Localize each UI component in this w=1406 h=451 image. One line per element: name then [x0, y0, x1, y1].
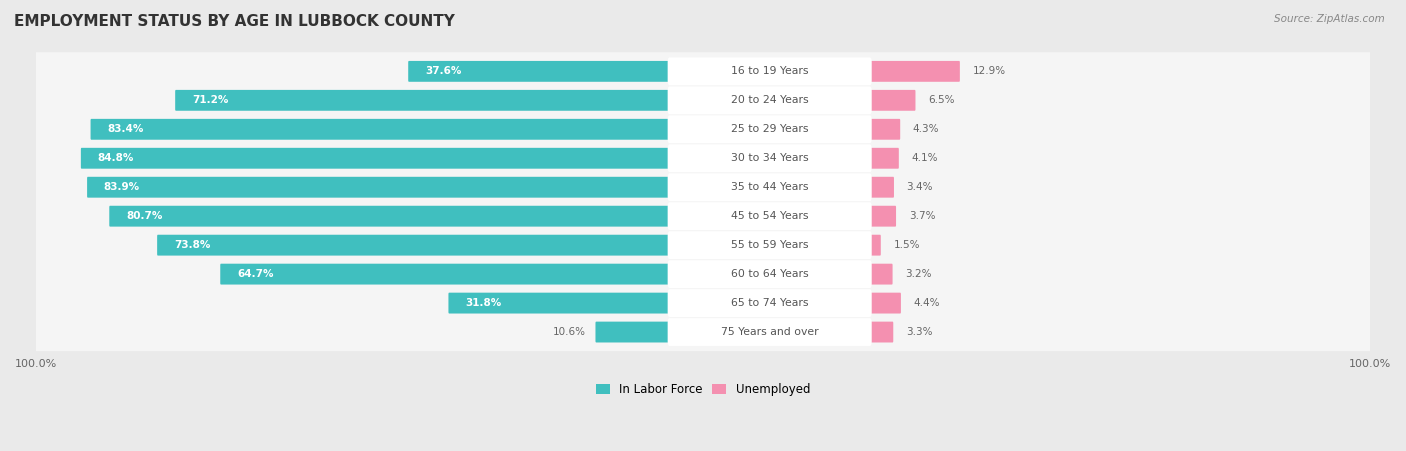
- FancyBboxPatch shape: [90, 119, 671, 140]
- FancyBboxPatch shape: [869, 322, 893, 342]
- FancyBboxPatch shape: [668, 115, 872, 143]
- Text: 71.2%: 71.2%: [191, 95, 228, 106]
- FancyBboxPatch shape: [869, 177, 894, 198]
- FancyBboxPatch shape: [668, 318, 872, 346]
- FancyBboxPatch shape: [32, 168, 1374, 207]
- FancyBboxPatch shape: [869, 235, 880, 256]
- FancyBboxPatch shape: [32, 110, 1374, 148]
- Text: 12.9%: 12.9%: [973, 66, 1005, 76]
- Text: 60 to 64 Years: 60 to 64 Years: [731, 269, 808, 279]
- Text: 83.4%: 83.4%: [107, 124, 143, 134]
- Text: 4.1%: 4.1%: [911, 153, 938, 163]
- Text: 6.5%: 6.5%: [928, 95, 955, 106]
- Text: 30 to 34 Years: 30 to 34 Years: [731, 153, 808, 163]
- Text: 3.7%: 3.7%: [908, 211, 935, 221]
- Legend: In Labor Force, Unemployed: In Labor Force, Unemployed: [591, 378, 815, 400]
- FancyBboxPatch shape: [32, 197, 1374, 235]
- Text: Source: ZipAtlas.com: Source: ZipAtlas.com: [1274, 14, 1385, 23]
- Text: 75 Years and over: 75 Years and over: [721, 327, 818, 337]
- FancyBboxPatch shape: [221, 264, 671, 285]
- FancyBboxPatch shape: [668, 289, 872, 317]
- FancyBboxPatch shape: [668, 87, 872, 114]
- FancyBboxPatch shape: [668, 57, 872, 85]
- FancyBboxPatch shape: [157, 235, 671, 256]
- FancyBboxPatch shape: [668, 231, 872, 259]
- Text: 35 to 44 Years: 35 to 44 Years: [731, 182, 808, 192]
- FancyBboxPatch shape: [32, 52, 1374, 91]
- Text: 3.2%: 3.2%: [905, 269, 932, 279]
- Text: 55 to 59 Years: 55 to 59 Years: [731, 240, 808, 250]
- FancyBboxPatch shape: [869, 206, 896, 226]
- FancyBboxPatch shape: [596, 322, 671, 342]
- Text: 64.7%: 64.7%: [238, 269, 273, 279]
- FancyBboxPatch shape: [176, 90, 671, 111]
- FancyBboxPatch shape: [668, 202, 872, 230]
- FancyBboxPatch shape: [32, 139, 1374, 177]
- Text: 73.8%: 73.8%: [174, 240, 209, 250]
- FancyBboxPatch shape: [668, 173, 872, 201]
- FancyBboxPatch shape: [449, 293, 671, 313]
- FancyBboxPatch shape: [668, 260, 872, 288]
- Text: 4.3%: 4.3%: [912, 124, 939, 134]
- Text: 37.6%: 37.6%: [425, 66, 461, 76]
- Text: 1.5%: 1.5%: [893, 240, 920, 250]
- FancyBboxPatch shape: [87, 177, 671, 198]
- FancyBboxPatch shape: [32, 81, 1374, 120]
- FancyBboxPatch shape: [32, 313, 1374, 351]
- Text: 10.6%: 10.6%: [553, 327, 585, 337]
- Text: 3.4%: 3.4%: [907, 182, 934, 192]
- FancyBboxPatch shape: [668, 144, 872, 172]
- FancyBboxPatch shape: [869, 264, 893, 285]
- FancyBboxPatch shape: [32, 226, 1374, 264]
- Text: 65 to 74 Years: 65 to 74 Years: [731, 298, 808, 308]
- Text: 4.4%: 4.4%: [914, 298, 941, 308]
- FancyBboxPatch shape: [82, 148, 671, 169]
- Text: EMPLOYMENT STATUS BY AGE IN LUBBOCK COUNTY: EMPLOYMENT STATUS BY AGE IN LUBBOCK COUN…: [14, 14, 456, 28]
- Text: 20 to 24 Years: 20 to 24 Years: [731, 95, 808, 106]
- Text: 45 to 54 Years: 45 to 54 Years: [731, 211, 808, 221]
- FancyBboxPatch shape: [869, 90, 915, 111]
- FancyBboxPatch shape: [869, 61, 960, 82]
- FancyBboxPatch shape: [32, 284, 1374, 322]
- Text: 83.9%: 83.9%: [104, 182, 141, 192]
- Text: 25 to 29 Years: 25 to 29 Years: [731, 124, 808, 134]
- Text: 31.8%: 31.8%: [465, 298, 502, 308]
- Text: 3.3%: 3.3%: [905, 327, 932, 337]
- Text: 84.8%: 84.8%: [97, 153, 134, 163]
- FancyBboxPatch shape: [110, 206, 671, 226]
- Text: 80.7%: 80.7%: [127, 211, 162, 221]
- FancyBboxPatch shape: [869, 119, 900, 140]
- Text: 16 to 19 Years: 16 to 19 Years: [731, 66, 808, 76]
- FancyBboxPatch shape: [32, 255, 1374, 293]
- FancyBboxPatch shape: [869, 293, 901, 313]
- FancyBboxPatch shape: [408, 61, 671, 82]
- FancyBboxPatch shape: [869, 148, 898, 169]
